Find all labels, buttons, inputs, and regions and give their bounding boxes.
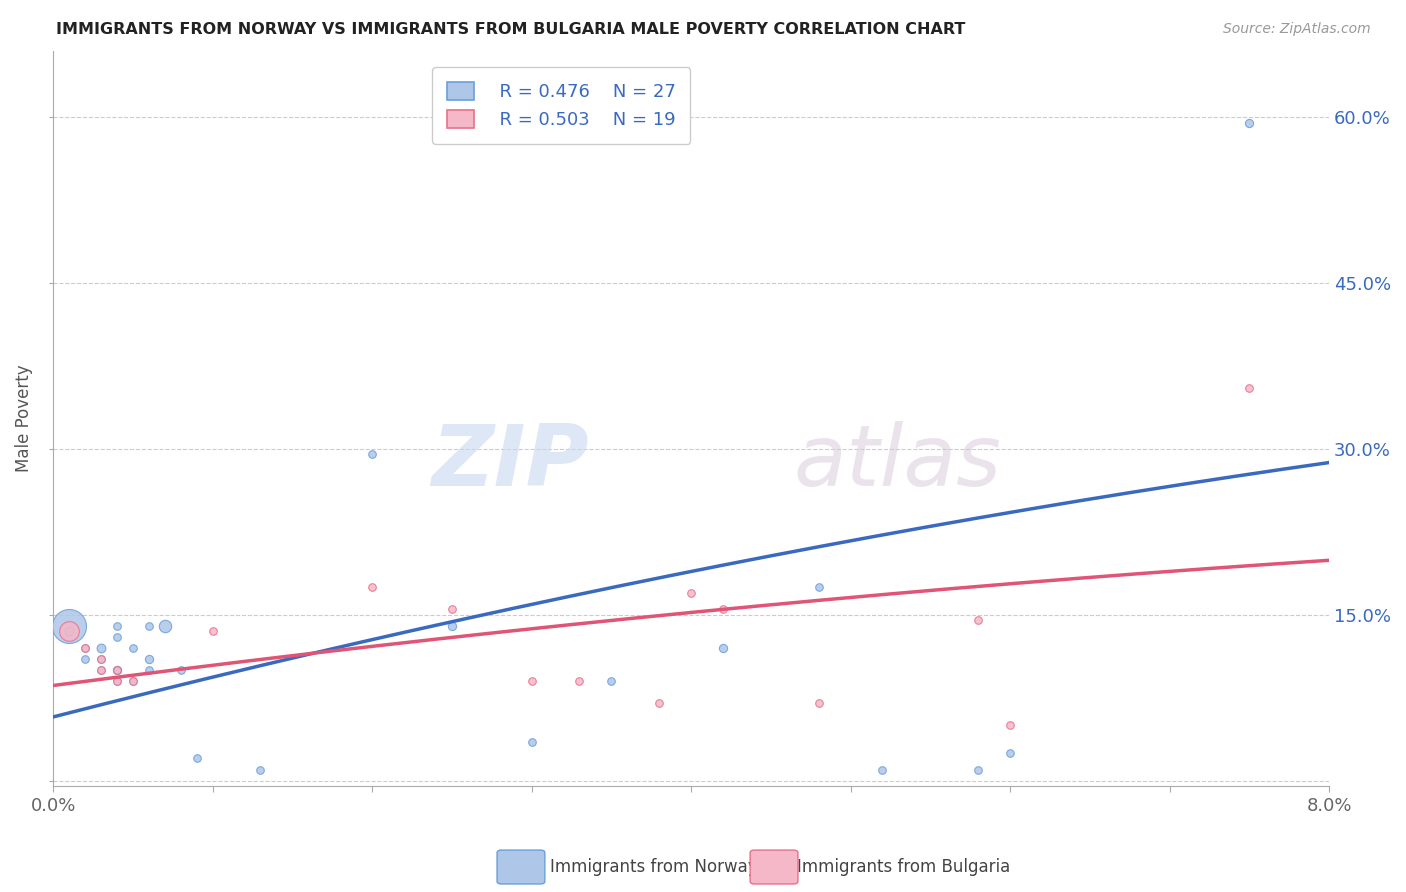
Point (807, 696, 830, 710)
Point (73, 652, 96, 666)
Point (90, 652, 112, 666)
Y-axis label: Male Poverty: Male Poverty (15, 365, 32, 472)
Point (361, 447, 384, 461)
Point (138, 663, 160, 677)
Point (186, 751, 208, 765)
Point (58, 619, 80, 633)
Point (1239, 115, 1261, 129)
Point (967, 763, 990, 777)
Point (711, 602, 734, 616)
Text: Immigrants from Norway: Immigrants from Norway (551, 858, 758, 876)
Point (201, 624, 224, 639)
Point (58, 624, 80, 639)
Point (998, 718, 1021, 732)
Point (105, 674, 128, 689)
Point (681, 585, 703, 599)
Point (872, 763, 894, 777)
Point (153, 619, 176, 633)
Point (105, 663, 128, 677)
Point (105, 674, 128, 689)
Point (73, 640, 96, 655)
Text: IMMIGRANTS FROM NORWAY VS IMMIGRANTS FROM BULGARIA MALE POVERTY CORRELATION CHAR: IMMIGRANTS FROM NORWAY VS IMMIGRANTS FRO… (56, 22, 966, 37)
Point (249, 763, 271, 777)
Text: ZIP: ZIP (432, 421, 589, 504)
Point (568, 674, 591, 689)
Point (807, 580, 830, 594)
Point (122, 640, 145, 655)
Point (967, 613, 990, 627)
Point (105, 619, 128, 633)
Text: Immigrants from Bulgaria: Immigrants from Bulgaria (797, 858, 1010, 876)
Point (520, 735, 543, 749)
Point (600, 674, 623, 689)
Point (90, 652, 112, 666)
Point (105, 663, 128, 677)
Point (122, 674, 145, 689)
Point (105, 663, 128, 677)
Point (90, 663, 112, 677)
Point (440, 619, 463, 633)
Point (138, 619, 160, 633)
Point (90, 640, 112, 655)
Text: atlas: atlas (793, 421, 1001, 504)
Point (648, 696, 671, 710)
Point (170, 663, 193, 677)
Point (1239, 381, 1261, 395)
Legend:   R = 0.476    N = 27,   R = 0.503    N = 19: R = 0.476 N = 27, R = 0.503 N = 19 (432, 67, 690, 144)
Point (440, 602, 463, 616)
Point (105, 630, 128, 644)
Point (520, 674, 543, 689)
Point (122, 674, 145, 689)
Text: Source: ZipAtlas.com: Source: ZipAtlas.com (1223, 22, 1371, 37)
Point (58, 624, 80, 639)
Point (711, 640, 734, 655)
Point (361, 580, 384, 594)
Point (998, 746, 1021, 760)
Point (138, 652, 160, 666)
Point (90, 663, 112, 677)
Point (73, 640, 96, 655)
